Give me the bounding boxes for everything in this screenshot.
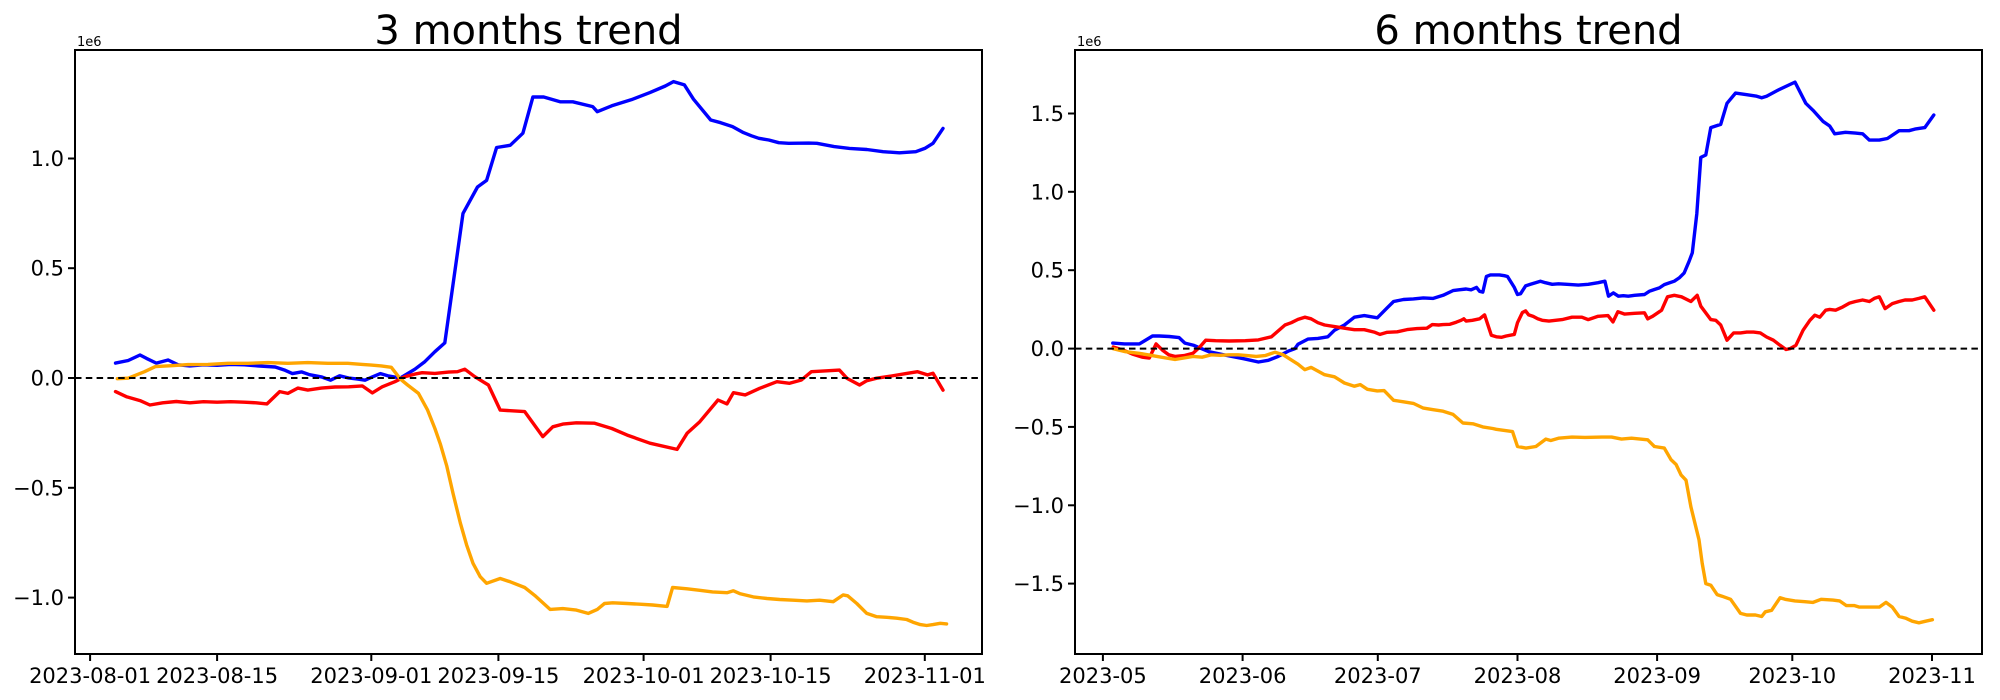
- y-tick-label: −1.5: [1013, 572, 1064, 596]
- series-line-blue: [1111, 80, 1936, 364]
- axes-frame: [1074, 49, 1983, 655]
- x-tick-label: 2023-08-15: [156, 664, 278, 688]
- y-tick-label: −1.0: [1013, 494, 1064, 518]
- chart-6-months-trend: 6 months trend 2023-05 2023-06 2023-07 2023…: [1000, 0, 2000, 700]
- x-tick-label: 2023-06: [1199, 664, 1287, 688]
- x-tick-label: 2023-05: [1059, 664, 1147, 688]
- y-tick-label: 0.5: [1031, 259, 1064, 283]
- series-line-blue: [113, 79, 945, 382]
- y-tick-label: 0.0: [31, 367, 64, 391]
- chart-title: 6 months trend: [1374, 8, 1682, 54]
- y-tick-label: 0.0: [1031, 337, 1064, 361]
- three-months-trend-plot: 3 months trend 2023-08-01 2023-08-15 2023-…: [13, 8, 986, 688]
- x-tick-label: 2023-10-15: [710, 664, 832, 688]
- plot-area: 2023-08-01 2023-08-15 2023-09-01 2023-09-15…: [13, 35, 986, 688]
- chart-3-months-trend: 3 months trend 2023-08-01 2023-08-15 2023-…: [13, 8, 986, 688]
- x-tick-label: 2023-09: [1613, 664, 1701, 688]
- x-tick-label: 2023-08: [1474, 664, 1562, 688]
- x-tick-label: 2023-11-01: [864, 664, 986, 688]
- six-months-trend-plot: 6 months trend 2023-05 2023-06 2023-07 2023…: [1013, 8, 1983, 688]
- chart-title: 3 months trend: [374, 8, 682, 54]
- y-axis-offset-label: 1e6: [1077, 35, 1102, 50]
- series-line-red: [1111, 293, 1936, 360]
- x-tick-label: 2023-10: [1748, 664, 1836, 688]
- x-tick-label: 2023-11: [1888, 664, 1976, 688]
- x-tick-label: 2023-08-01: [29, 664, 151, 688]
- series-line-orange: [115, 360, 949, 628]
- x-tick-label: 2023-10-01: [583, 664, 705, 688]
- x-tick-label: 2023-09-01: [310, 664, 432, 688]
- plot-area: 2023-05 2023-06 2023-07 2023-08 2023-09 2023-…: [1013, 35, 1983, 688]
- y-tick-label: −0.5: [1013, 415, 1064, 439]
- y-axis-offset-label: 1e6: [77, 35, 102, 50]
- y-tick-label: 0.5: [31, 257, 64, 281]
- x-tick-label: 2023-09-15: [437, 664, 559, 688]
- y-tick-label: 1.0: [1031, 180, 1064, 204]
- x-tick-label: 2023-07: [1334, 664, 1422, 688]
- y-tick-label: −1.0: [13, 586, 64, 610]
- y-tick-label: −0.5: [13, 476, 64, 500]
- series-line-red: [113, 367, 945, 452]
- y-tick-label: 1.5: [1031, 102, 1064, 126]
- axes-frame: [74, 49, 983, 655]
- y-tick-label: 1.0: [31, 147, 64, 171]
- series-line-orange: [1111, 346, 1935, 625]
